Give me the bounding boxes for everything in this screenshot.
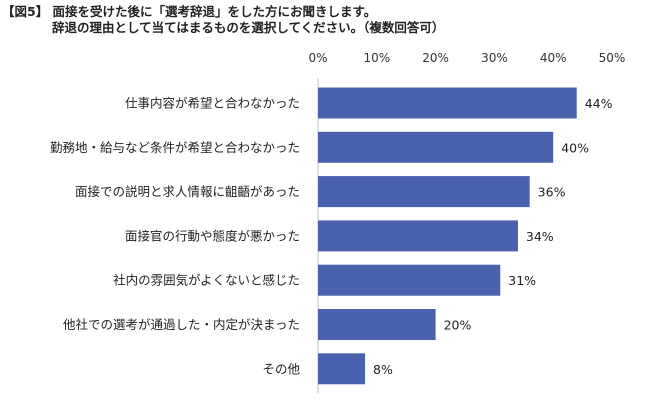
x-tick-label: 30%	[481, 51, 508, 65]
category-label: その他	[262, 361, 300, 376]
bar	[318, 353, 366, 385]
value-label: 36%	[538, 185, 566, 200]
x-tick-label: 20%	[422, 51, 449, 65]
x-tick-label: 10%	[363, 51, 390, 65]
category-label: 面接での説明と求人情報に齟齬があった	[75, 184, 300, 199]
value-label: 34%	[526, 229, 554, 244]
value-label: 31%	[508, 273, 536, 288]
chart-title: 【図5】 面接を受けた後に「選考辞退」をした方にお聞きします。 辞退の理由として…	[2, 4, 444, 36]
bar	[318, 176, 530, 208]
value-label: 20%	[444, 318, 472, 333]
bar	[318, 220, 518, 252]
chart-title-line2: 辞退の理由として当てはまるものを選択してください。（複数回答可）	[52, 20, 445, 35]
category-label: 社内の雰囲気がよくないと感じた	[113, 273, 300, 288]
x-tick-label: 40%	[540, 51, 567, 65]
value-label: 44%	[585, 96, 613, 111]
category-label: 勤務地・給与など条件が希望と合わなかった	[50, 140, 300, 155]
chart-title-line1: 【図5】 面接を受けた後に「選考辞退」をした方にお聞きします。	[2, 4, 377, 19]
bar	[318, 264, 501, 296]
value-label: 8%	[373, 362, 393, 377]
bar	[318, 309, 436, 340]
bar	[318, 131, 554, 163]
value-label: 40%	[561, 140, 589, 155]
category-label: 仕事内容が希望と合わなかった	[125, 96, 300, 111]
x-tick-label: 0%	[308, 51, 327, 65]
category-label: 面接官の行動や態度が悪かった	[125, 228, 300, 243]
x-tick-label: 50%	[599, 51, 626, 65]
category-label: 他社での選考が通過した・内定が決まった	[63, 317, 300, 332]
bar	[318, 87, 577, 119]
